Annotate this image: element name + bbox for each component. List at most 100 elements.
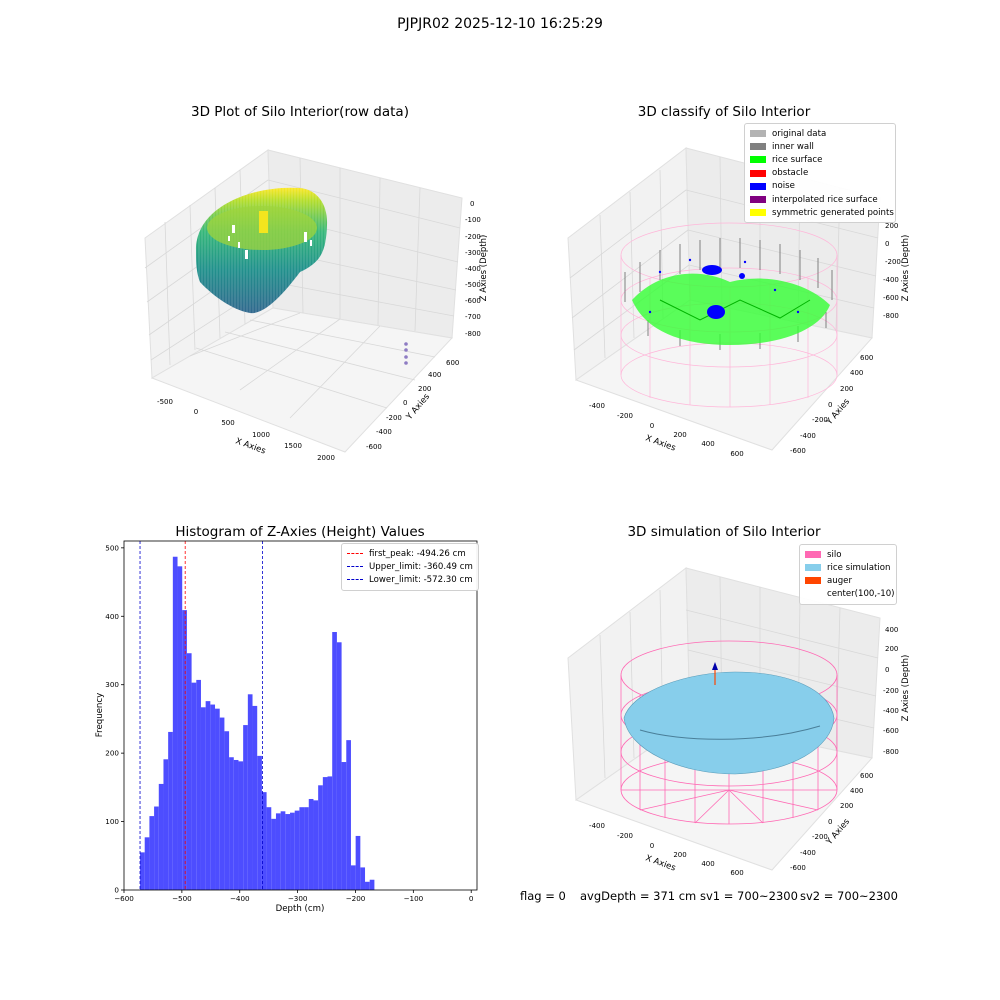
histogram-bar [158, 783, 164, 890]
legend-item-symmetric: symmetric generated points [750, 206, 894, 219]
histogram-bar [205, 701, 211, 890]
histogram-bar [247, 694, 253, 890]
p2-xtick: 0 [650, 422, 654, 430]
legend-swatch [750, 156, 766, 164]
p4-ztick: -800 [883, 748, 899, 756]
p2-ytick: 600 [860, 354, 873, 362]
histogram-bar [149, 816, 155, 890]
histogram-bar [360, 867, 366, 890]
p4-ztick: 200 [885, 645, 898, 653]
histogram-bar [290, 812, 295, 890]
histogram-bar [304, 807, 309, 890]
p4-xtick: 600 [730, 869, 743, 877]
p2-xtick: 200 [673, 431, 686, 439]
histogram-bar [369, 879, 375, 890]
histogram-frame [123, 540, 478, 891]
p4-xtick: -400 [589, 822, 605, 830]
histogram-bar [252, 705, 258, 890]
legend-label: rice surface [772, 154, 823, 165]
histogram-bar [196, 679, 201, 890]
p4-xtick: -200 [617, 832, 633, 840]
histogram-bar [271, 818, 276, 890]
histogram-bar [322, 777, 328, 890]
histogram-bar [285, 814, 291, 890]
legend-label: noise [772, 181, 795, 192]
histogram-bar [308, 798, 314, 890]
p1-xtick: -500 [157, 398, 173, 406]
histogram-ytick-label: 200 [105, 749, 119, 758]
legend-swatch [750, 182, 766, 190]
histogram-bar [294, 810, 300, 890]
status-sv2: sv2 = 700~2300 [800, 889, 898, 903]
histogram-bar [140, 852, 145, 890]
legend-item-inner-wall: inner wall [750, 140, 890, 153]
p4-ztick: 0 [885, 666, 889, 674]
histogram-bars [140, 556, 375, 890]
p4-ytick: 200 [840, 802, 853, 810]
p1-ytick: 400 [428, 371, 441, 379]
histogram-bar [355, 835, 361, 890]
histogram-bar [313, 800, 319, 890]
histogram-xtick-label: −300 [288, 894, 308, 903]
histogram-bar [233, 759, 239, 890]
p1-xtick: 500 [221, 419, 234, 427]
histogram-bar [168, 731, 173, 890]
p1-ytick: 0 [403, 399, 407, 407]
p2-ytick: 200 [840, 385, 853, 393]
histogram-bar [172, 556, 178, 890]
histogram-vlines [139, 541, 264, 890]
histogram-bar [182, 610, 187, 890]
p2-ztick: 0 [885, 240, 889, 248]
panel1-title: 3D Plot of Silo Interior(row data) [191, 104, 409, 120]
p1-ztick: -700 [465, 313, 481, 321]
panel4-3d-plot: -400 -200 0 200 400 600 -600 -400 -200 0… [567, 567, 911, 877]
p1-ytick: -400 [376, 428, 392, 436]
histogram-xticks: −600 −500 −400 −300 −200 −100 0 [114, 890, 474, 903]
status-sv1: sv1 = 700~2300 [700, 889, 798, 903]
panel4-title: 3D simulation of Silo Interior [627, 524, 821, 540]
legend-label: Upper_limit: -360.49 cm [369, 561, 473, 572]
legend-item-center: center(100,-10) [805, 588, 895, 601]
panel1-3d-plot: -500 0 500 1000 1500 2000 -600 -400 -200… [144, 149, 489, 462]
p1-ztick: -500 [465, 281, 481, 289]
p4-ytick: 0 [828, 818, 832, 826]
p1-ytick: 600 [446, 359, 459, 367]
legend-line [347, 553, 363, 555]
histogram-bar [144, 837, 150, 890]
histogram-bar [154, 806, 159, 890]
p2-xtick: -200 [617, 412, 633, 420]
p2-ytick: 400 [850, 369, 863, 377]
p2-zlabel: Z Axies (Depth) [901, 235, 911, 302]
legend-swatch [805, 591, 821, 598]
status-avg-depth: avgDepth = 371 cm [580, 889, 697, 903]
legend-label: symmetric generated points [772, 207, 894, 218]
p2-rice-surface [632, 273, 830, 345]
histogram-yticks: 0 100 200 300 400 500 [105, 543, 124, 895]
histogram-xtick-label: −100 [403, 894, 423, 903]
legend-swatch [805, 577, 821, 585]
histogram-bar [341, 762, 347, 890]
legend-label: center(100,-10) [827, 589, 895, 600]
p1-outlier-points [404, 342, 408, 365]
histogram-xtick-label: −500 [172, 894, 192, 903]
legend-item-silo: silo [805, 548, 891, 561]
p2-ztick: 200 [885, 222, 898, 230]
p4-ztick: 400 [885, 626, 898, 634]
histogram-bar [215, 708, 220, 890]
p4-xtick: 400 [701, 860, 714, 868]
p2-xtick: 600 [730, 450, 743, 458]
panel4-legend: silo rice simulation auger center(100,-1… [799, 544, 897, 605]
legend-label: first_peak: -494.26 cm [369, 548, 466, 559]
histogram-xtick-label: −400 [230, 894, 250, 903]
histogram-ytick-label: 300 [105, 680, 119, 689]
histogram-bar [261, 792, 267, 890]
histogram-bar [299, 807, 305, 890]
p4-ytick: -600 [790, 864, 806, 872]
histogram-bar [219, 717, 225, 890]
histogram-bar [200, 707, 206, 890]
histogram-ytick-label: 100 [105, 817, 119, 826]
histogram-legend: first_peak: -494.26 cm Upper_limit: -360… [341, 543, 479, 591]
legend-swatch [750, 169, 766, 177]
histogram-bar [350, 865, 356, 890]
legend-label: silo [827, 549, 842, 560]
